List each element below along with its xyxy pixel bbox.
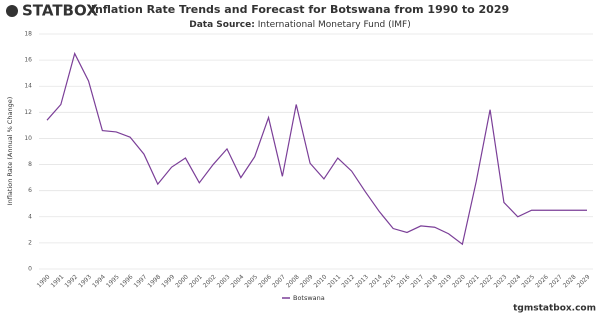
x-tick-label: 2004 <box>230 273 246 289</box>
logo-icon <box>6 5 18 17</box>
x-tick-label: 2025 <box>520 273 536 289</box>
x-tick-label: 2020 <box>451 273 467 289</box>
footer: tgmstatbox.com <box>513 304 596 314</box>
x-tick-label: 2007 <box>271 273 287 289</box>
x-tick-label: 2009 <box>299 273 315 289</box>
x-tick-label: 1990 <box>36 273 52 289</box>
y-tick-label: 8 <box>28 161 32 168</box>
x-tick-label: 2012 <box>340 273 356 289</box>
y-tick-label: 10 <box>24 135 32 142</box>
x-tick-label: 2014 <box>368 273 384 289</box>
x-tick-label: 1999 <box>160 273 176 289</box>
series-line <box>46 51 587 246</box>
x-tick-label: 2022 <box>479 273 495 289</box>
subtitle-source: International Monetary Fund (IMF) <box>258 20 411 30</box>
x-tick-label: 2029 <box>576 273 592 289</box>
x-tick-label: 2001 <box>188 273 204 289</box>
x-tick-label: 2028 <box>562 273 578 289</box>
logo: STATBOX <box>6 2 98 20</box>
x-tick-label: 1997 <box>133 273 149 289</box>
y-tick-label: 12 <box>24 109 32 116</box>
x-tick-label: 2002 <box>202 273 218 289</box>
y-tick-label: 6 <box>28 187 32 194</box>
x-tick-label: 1993 <box>77 273 93 289</box>
y-axis-label: Inflation Rate (Annual % Change) <box>6 97 14 205</box>
y-tick-label: 4 <box>28 213 32 220</box>
x-tick-label: 2017 <box>410 273 426 289</box>
x-tick-label: 1992 <box>63 273 79 289</box>
y-tick-label: 0 <box>28 266 32 273</box>
x-tick-label: 1994 <box>91 273 107 289</box>
x-tick-label: 1996 <box>119 273 135 289</box>
x-tick-label: 2010 <box>313 273 329 289</box>
x-tick-label: 2021 <box>465 273 481 289</box>
x-tick-label: 2023 <box>493 273 509 289</box>
logo-text: STATBOX <box>22 2 98 20</box>
x-tick-label: 2011 <box>326 273 342 289</box>
x-tick-label: 2000 <box>174 273 190 289</box>
x-tick-label: 2006 <box>257 273 273 289</box>
x-tick-label: 2008 <box>285 273 301 289</box>
x-tick-label: 2026 <box>534 273 550 289</box>
x-tick-label: 2016 <box>396 273 412 289</box>
y-tick-label: 18 <box>24 31 32 38</box>
y-tick-label: 2 <box>28 239 32 246</box>
x-tick-label: 2013 <box>354 273 370 289</box>
x-tick-label: 1991 <box>50 273 66 289</box>
x-tick-label: 2003 <box>216 273 232 289</box>
x-tick-label: 1995 <box>105 273 121 289</box>
x-tick-label: 2024 <box>506 273 522 289</box>
legend-label: Botswana <box>293 294 325 302</box>
subtitle-label: Data Source: <box>189 20 255 30</box>
y-tick-label: 14 <box>24 83 32 90</box>
y-tick-label: 16 <box>24 57 32 64</box>
x-tick-label: 2015 <box>382 273 398 289</box>
x-tick-label: 2019 <box>437 273 453 289</box>
x-tick-label: 2018 <box>423 273 439 289</box>
x-tick-label: 1998 <box>146 273 162 289</box>
x-tick-label: 2005 <box>243 273 259 289</box>
chart-title: Inflation Rate Trends and Forecast for B… <box>91 3 509 16</box>
x-tick-label: 2027 <box>548 273 564 289</box>
chart-subtitle: Data Source: International Monetary Fund… <box>189 20 411 30</box>
